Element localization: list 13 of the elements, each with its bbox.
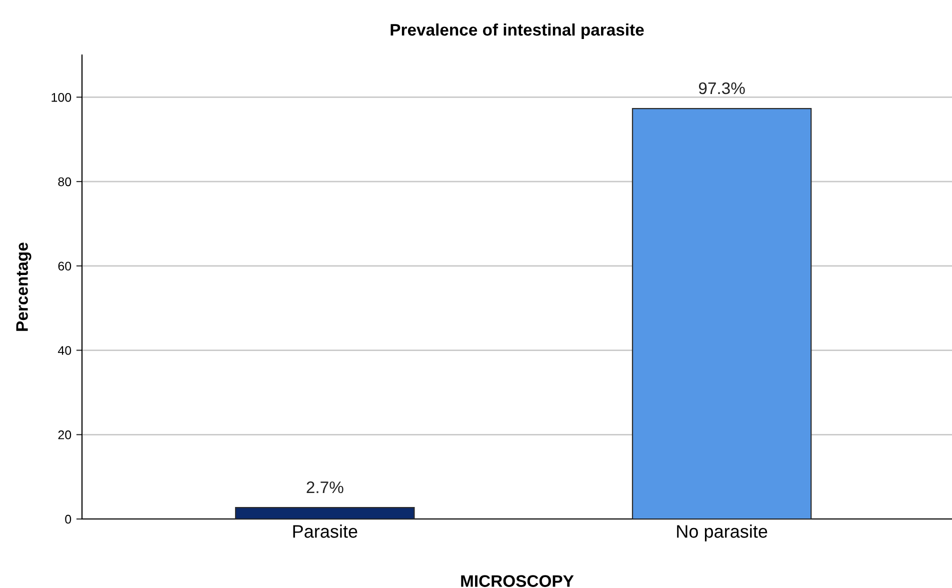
x-tick-label: Parasite bbox=[293, 524, 358, 538]
data-label: 97.3% bbox=[698, 82, 745, 94]
data-label: 2.7% bbox=[306, 481, 344, 494]
y-axis-title: Percentage bbox=[16, 242, 32, 331]
x-axis-title: MICROSCOPY bbox=[461, 575, 574, 587]
chart-title: Prevalence of intestinal parasite bbox=[390, 23, 644, 40]
x-tick-label: No parasite bbox=[677, 524, 768, 542]
y-tick-label: 40 bbox=[58, 346, 72, 355]
y-tick-label: 80 bbox=[58, 177, 72, 186]
y-tick-label: 100 bbox=[52, 92, 72, 102]
y-tick-label: 0 bbox=[65, 514, 72, 524]
y-tick-label: 60 bbox=[58, 262, 72, 271]
y-tick-label: 20 bbox=[58, 430, 72, 440]
